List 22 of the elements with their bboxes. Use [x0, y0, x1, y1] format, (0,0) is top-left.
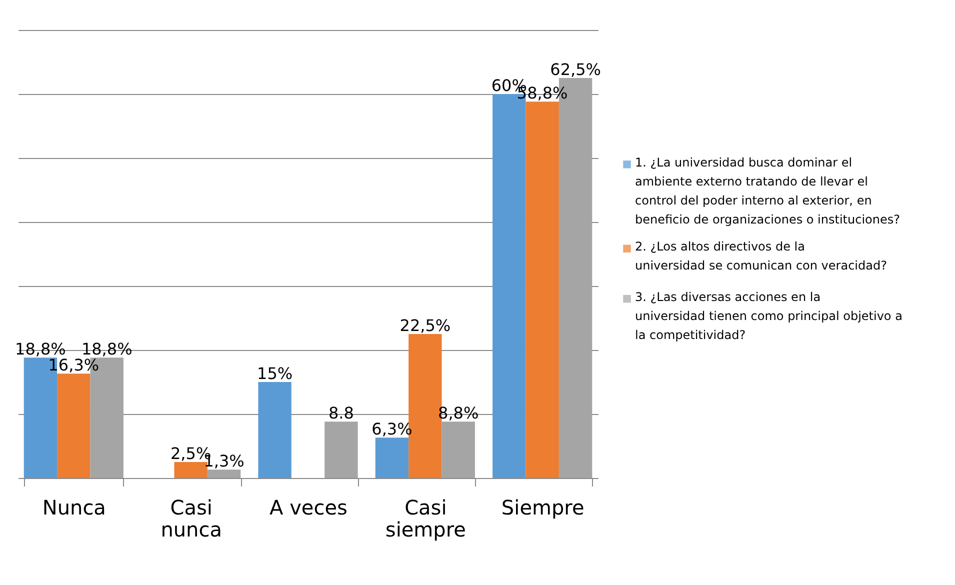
- bar: [57, 374, 90, 478]
- bar: [526, 102, 559, 478]
- legend-label: 3. ¿Las diversas acciones en la universidad tienen como principal objetivo a la competitividad?: [635, 290, 902, 342]
- x-tick-label: Casi siempre: [385, 496, 466, 542]
- legend-label: 1. ¿La universidad busca dominar el ambiente externo tratando de llevar el control del poder interno al exterior, en beneficio de organizaciones o instituciones?: [635, 155, 900, 226]
- bar: [207, 470, 241, 478]
- data-label: 62,5%: [550, 60, 601, 79]
- bar: [174, 462, 208, 478]
- bar: [324, 422, 358, 478]
- data-label: 8.8: [328, 404, 354, 423]
- x-tick-label: Nunca: [42, 496, 106, 520]
- x-tick-label: A veces: [270, 496, 348, 520]
- bar: [258, 382, 292, 478]
- data-label: 18,8%: [15, 340, 66, 359]
- legend-label: 2. ¿Los altos directivos de la universidad se comunican con veracidad?: [635, 240, 887, 273]
- bar: [375, 438, 409, 478]
- data-label: 18,8%: [81, 340, 132, 359]
- data-label: 15%: [257, 364, 293, 383]
- x-tick-label: Casi nunca: [160, 496, 222, 542]
- data-label: 22,5%: [400, 316, 451, 335]
- bar: [442, 422, 475, 478]
- x-tick-label: Siempre: [501, 496, 584, 520]
